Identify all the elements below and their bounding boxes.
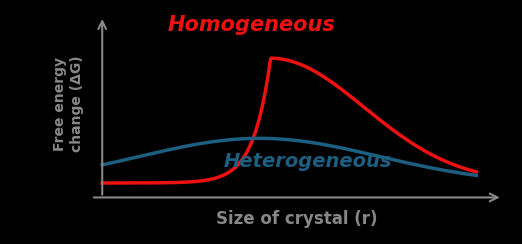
Text: Size of crystal (r): Size of crystal (r)	[216, 210, 377, 228]
Text: Heterogeneous: Heterogeneous	[224, 152, 392, 171]
Text: Free energy
change (ΔG): Free energy change (ΔG)	[53, 56, 84, 152]
Text: Homogeneous: Homogeneous	[168, 15, 336, 35]
